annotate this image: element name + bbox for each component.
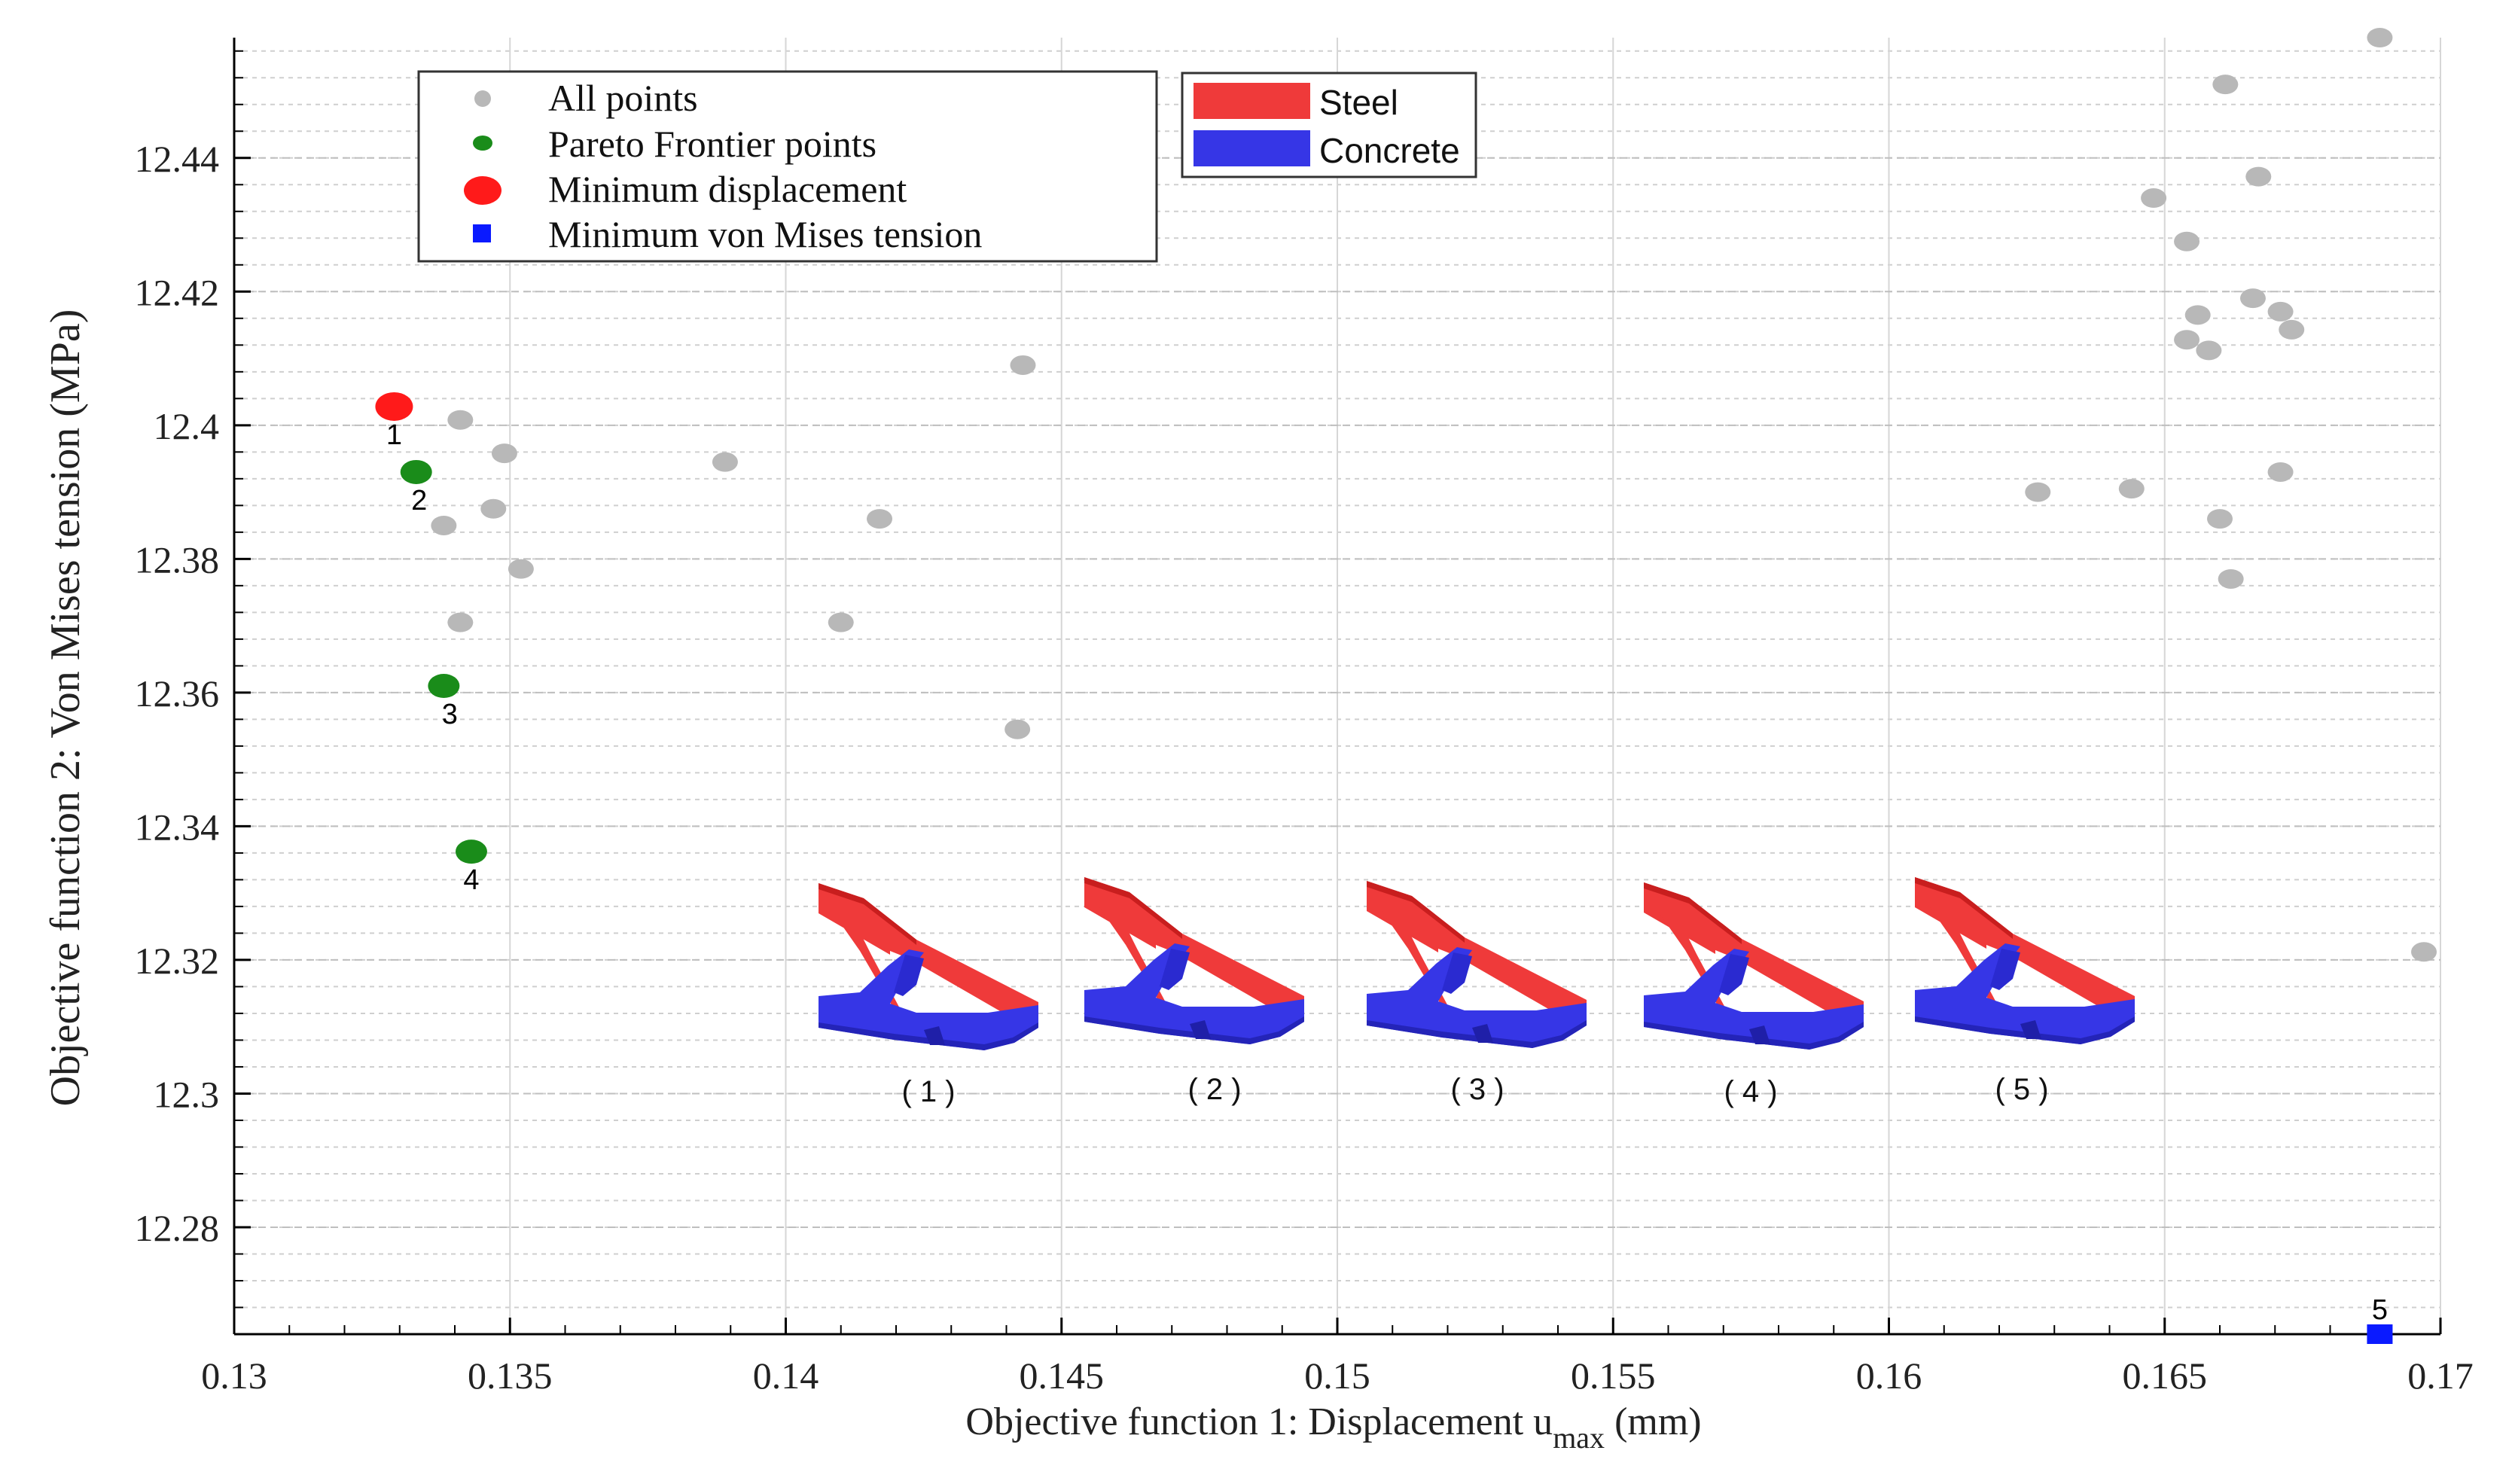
x-tick-label: 0.17 bbox=[2407, 1354, 2474, 1397]
legend-marker-min-displacement bbox=[464, 176, 501, 205]
point-all bbox=[2367, 28, 2393, 47]
point-all bbox=[1004, 719, 1031, 739]
point-pareto bbox=[400, 459, 432, 484]
point-pareto bbox=[428, 674, 460, 698]
point-all bbox=[2174, 231, 2200, 251]
point-label: 4 bbox=[463, 864, 479, 896]
y-tick-label: 12.34 bbox=[135, 806, 220, 848]
point-all bbox=[1010, 355, 1036, 375]
y-tick-label: 12.36 bbox=[135, 672, 220, 715]
point-all bbox=[508, 559, 534, 579]
point-all bbox=[2279, 319, 2305, 340]
point-min-von-mises bbox=[2367, 1324, 2393, 1344]
y-tick-label: 12.3 bbox=[154, 1073, 220, 1115]
y-tick-label: 12.42 bbox=[135, 271, 220, 313]
point-all bbox=[2184, 305, 2211, 325]
material-label-steel: Steel bbox=[1319, 83, 1398, 122]
x-tick-label: 0.155 bbox=[1571, 1354, 1656, 1397]
point-all bbox=[2218, 568, 2244, 589]
material-swatch-concrete bbox=[1194, 130, 1310, 166]
x-tick-label: 0.135 bbox=[468, 1354, 553, 1397]
point-all bbox=[2212, 75, 2239, 95]
point-all bbox=[2196, 340, 2222, 361]
x-tick-label: 0.15 bbox=[1304, 1354, 1370, 1397]
axis-ticks bbox=[233, 50, 2442, 1335]
point-all bbox=[431, 515, 457, 535]
x-tick-label: 0.13 bbox=[201, 1354, 267, 1397]
y-tick-label: 12.32 bbox=[135, 940, 220, 982]
point-all bbox=[447, 612, 474, 632]
point-all bbox=[712, 452, 738, 472]
inset-label-4: ( 4 ) bbox=[1724, 1075, 1777, 1108]
y-axis-title: Objective function 2: Von Mises tension … bbox=[42, 309, 89, 1107]
legend-label-all-points: All points bbox=[548, 77, 698, 119]
point-all bbox=[491, 443, 517, 464]
point-all bbox=[2411, 942, 2437, 962]
point-all bbox=[480, 498, 507, 519]
material-swatch-steel bbox=[1194, 83, 1310, 119]
legend-box bbox=[417, 70, 1158, 263]
point-all bbox=[2025, 482, 2051, 502]
inset-label-5: ( 5 ) bbox=[1995, 1073, 2048, 1106]
point-min-displacement bbox=[375, 392, 413, 421]
y-tick-label: 12.28 bbox=[135, 1207, 220, 1249]
x-tick-label: 0.145 bbox=[1020, 1354, 1105, 1397]
y-tick-label: 12.4 bbox=[154, 405, 220, 447]
point-all bbox=[2207, 509, 2233, 529]
x-axis-title: Objective function 1: Displacement umax … bbox=[965, 1400, 1701, 1455]
point-all bbox=[2239, 288, 2266, 309]
point-all bbox=[2174, 330, 2200, 350]
data-points bbox=[375, 28, 2437, 1344]
point-all bbox=[2118, 479, 2145, 499]
point-pareto bbox=[455, 840, 487, 864]
legend-label-pareto: Pareto Frontier points bbox=[548, 123, 876, 165]
material-legend: Steel Concrete bbox=[1181, 72, 1477, 178]
legend-marker-pareto bbox=[473, 136, 492, 151]
x-tick-label: 0.14 bbox=[753, 1354, 819, 1397]
legend-marker-all-points bbox=[474, 90, 491, 107]
y-tick-label: 12.38 bbox=[135, 538, 220, 580]
legend-label-min-displacement: Minimum displacement bbox=[548, 168, 907, 210]
inset-label-3: ( 3 ) bbox=[1450, 1073, 1504, 1106]
legend-label-min-von-mises: Minimum von Mises tension bbox=[548, 213, 982, 255]
point-all bbox=[2245, 166, 2272, 187]
point-all bbox=[2267, 301, 2294, 321]
point-label: 2 bbox=[411, 485, 427, 517]
legend: All points Pareto Frontier points Minimu… bbox=[417, 70, 1158, 263]
point-label: 3 bbox=[442, 699, 458, 730]
point-all bbox=[2267, 462, 2294, 482]
inset-label-1: ( 1 ) bbox=[901, 1075, 955, 1108]
legend-marker-min-von-mises bbox=[473, 224, 491, 242]
x-tick-label: 0.16 bbox=[1856, 1354, 1922, 1397]
point-labels: 1 2 3 4 5 bbox=[386, 419, 2388, 1326]
inset-labels: ( 1 ) ( 2 ) ( 3 ) ( 4 ) ( 5 ) bbox=[901, 1073, 2048, 1108]
point-all bbox=[447, 410, 474, 430]
point-all bbox=[828, 612, 854, 632]
x-tick-label: 0.165 bbox=[2123, 1354, 2208, 1397]
y-tick-label: 12.44 bbox=[135, 138, 220, 180]
point-label: 5 bbox=[2372, 1294, 2388, 1326]
inset-label-2: ( 2 ) bbox=[1187, 1073, 1241, 1106]
point-label: 1 bbox=[386, 419, 402, 451]
point-all bbox=[2141, 188, 2167, 209]
axis-tick-labels: 0.13 0.135 0.14 0.145 0.15 0.155 0.16 0.165 0.17… bbox=[135, 138, 2474, 1397]
point-all bbox=[867, 509, 893, 529]
material-label-concrete: Concrete bbox=[1319, 131, 1460, 170]
